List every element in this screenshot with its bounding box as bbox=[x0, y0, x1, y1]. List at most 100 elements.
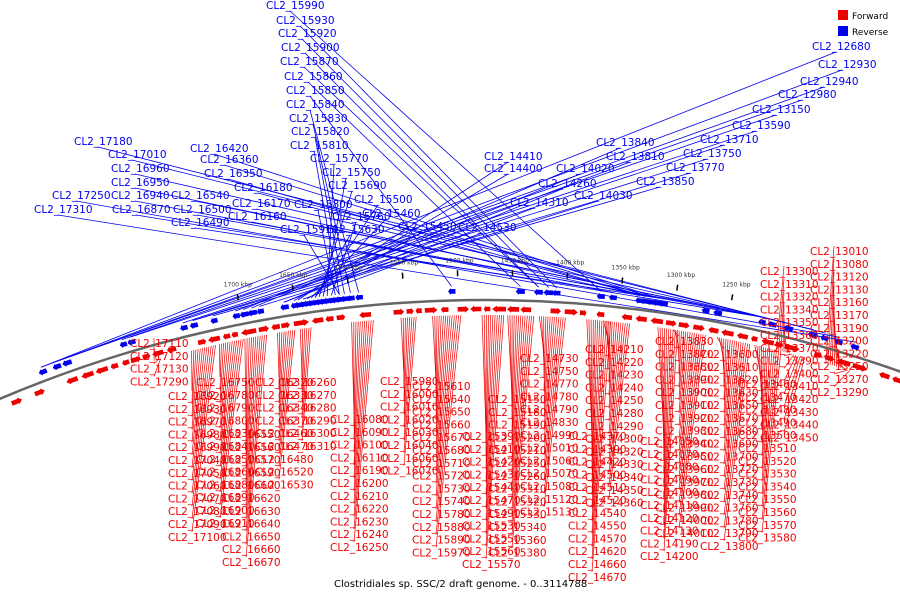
forward-gene-label: CL2_13290 bbox=[810, 387, 869, 399]
forward-gene bbox=[416, 307, 422, 314]
forward-gene bbox=[208, 336, 220, 343]
forward-gene-label: CL2_15490 bbox=[462, 508, 521, 520]
forward-gene-label: CL2_17130 bbox=[130, 364, 189, 376]
forward-gene-label: CL2_16060 bbox=[380, 453, 439, 465]
forward-gene bbox=[492, 306, 506, 313]
reverse-gene-label: CL2_17250 bbox=[52, 190, 111, 202]
forward-gene-label: CL2_15550 bbox=[462, 533, 521, 545]
reverse-gene-label: CL2_15760 bbox=[332, 211, 391, 223]
forward-gene-label: CL2_14100 bbox=[640, 487, 699, 499]
reverse-gene-label: CL2_16180 bbox=[234, 182, 293, 194]
reverse-gene-label: CL2_16490 bbox=[171, 217, 230, 229]
forward-gene bbox=[737, 332, 748, 339]
legend-forward-swatch bbox=[838, 10, 848, 20]
forward-gene bbox=[82, 371, 95, 379]
forward-gene-label: CL2_16230 bbox=[330, 516, 389, 528]
reverse-gene bbox=[233, 313, 241, 320]
scale-tick-label: 1550 kbp bbox=[390, 260, 418, 267]
forward-gene-label: CL2_17110 bbox=[130, 338, 189, 350]
forward-gene-label: CL2_16340 bbox=[255, 403, 314, 415]
forward-gene bbox=[271, 324, 280, 331]
forward-gene bbox=[708, 327, 719, 334]
reverse-gene-label: CL2_13840 bbox=[596, 137, 655, 149]
forward-gene-label: CL2_15420 bbox=[462, 457, 521, 469]
forward-gene bbox=[425, 307, 438, 314]
reverse-gene bbox=[180, 325, 188, 332]
forward-gene bbox=[325, 316, 333, 323]
forward-gene bbox=[122, 359, 130, 366]
forward-gene bbox=[441, 306, 449, 313]
forward-gene-label: CL2_14730 bbox=[520, 353, 579, 365]
scale-tick bbox=[292, 285, 293, 291]
scale-tick-label: 1450 kbp bbox=[501, 257, 529, 264]
forward-gene bbox=[580, 310, 587, 317]
forward-gene bbox=[66, 376, 78, 384]
forward-gene-label: CL2_14240 bbox=[585, 382, 644, 394]
forward-gene-label: CL2_13010 bbox=[810, 246, 869, 258]
forward-gene-label: CL2_15780 bbox=[412, 509, 471, 521]
forward-gene-label: CL2_16030 bbox=[380, 427, 439, 439]
forward-gene-label: CL2_14770 bbox=[520, 379, 579, 391]
forward-gene-label: CL2_15410 bbox=[462, 444, 521, 456]
forward-gene bbox=[507, 306, 519, 313]
forward-gene-label: CL2_16750 bbox=[196, 377, 255, 389]
forward-gene bbox=[111, 363, 119, 370]
forward-gene-label: CL2_14070 bbox=[640, 449, 699, 461]
forward-gene-label: CL2_16070 bbox=[380, 466, 439, 478]
reverse-gene-label: CL2_15840 bbox=[286, 99, 345, 111]
forward-gene-label: CL2_14750 bbox=[520, 366, 579, 378]
forward-gene-label: CL2_16210 bbox=[330, 491, 389, 503]
reverse-gene-label: CL2_14410 bbox=[484, 151, 543, 163]
forward-gene-label: CL2_16090 bbox=[330, 427, 389, 439]
forward-gene-label: CL2_16970 bbox=[168, 417, 227, 429]
reverse-gene-label: CL2_16870 bbox=[112, 204, 171, 216]
scale-tick-label: 1700 kbp bbox=[224, 282, 252, 289]
forward-gene bbox=[693, 325, 705, 332]
forward-gene-label: CL2_13340 bbox=[760, 304, 819, 316]
forward-gene-label: CL2_15970 bbox=[412, 547, 471, 559]
forward-gene-label: CL2_16330 bbox=[255, 390, 314, 402]
forward-gene-label: CL2_16920 bbox=[168, 391, 227, 403]
forward-gene bbox=[96, 366, 109, 374]
reverse-gene-label: CL2_15810 bbox=[290, 140, 349, 152]
forward-gene-label: CL2_16650 bbox=[222, 531, 281, 543]
scale-tick-label: 1350 kbp bbox=[612, 265, 640, 272]
reverse-gene-label: CL2_13710 bbox=[700, 134, 759, 146]
scale-tick bbox=[237, 294, 238, 300]
forward-gene-label: CL2_14230 bbox=[585, 370, 644, 382]
scale-tick-label: 1250 kbp bbox=[722, 282, 750, 289]
forward-gene bbox=[470, 306, 481, 313]
forward-gene bbox=[198, 338, 207, 345]
reverse-gene bbox=[257, 308, 264, 315]
reverse-gene-label: CL2_12980 bbox=[778, 89, 837, 101]
forward-gene-label: CL2_17290 bbox=[130, 376, 189, 388]
reverse-gene-label: CL2_14530 bbox=[458, 222, 517, 234]
forward-gene bbox=[651, 317, 664, 324]
reverse-gene bbox=[355, 294, 363, 301]
reverse-gene-label: CL2_16950 bbox=[111, 177, 170, 189]
reverse-gene-label: CL2_15910 bbox=[280, 224, 339, 236]
reverse-gene-label: CL2_16940 bbox=[111, 190, 170, 202]
forward-gene bbox=[678, 322, 689, 329]
forward-gene-label: CL2_17090 bbox=[168, 519, 227, 531]
forward-gene-label: CL2_13900 bbox=[655, 387, 714, 399]
reverse-gene-label: CL2_15900 bbox=[281, 42, 340, 54]
forward-gene-label: CL2_13310 bbox=[760, 279, 819, 291]
forward-gene-label: CL2_15880 bbox=[412, 522, 471, 534]
forward-gene-label: CL2_13170 bbox=[810, 310, 869, 322]
forward-gene-label: CL2_16930 bbox=[168, 404, 227, 416]
forward-gene-label: CL2_15440 bbox=[462, 482, 521, 494]
reverse-gene-label: CL2_15500 bbox=[354, 194, 413, 206]
forward-gene bbox=[34, 389, 45, 397]
reverse-gene bbox=[448, 288, 455, 295]
forward-gene-label: CL2_14080 bbox=[640, 462, 699, 474]
forward-gene-label: CL2_13080 bbox=[810, 259, 869, 271]
forward-gene bbox=[359, 312, 371, 319]
forward-gene bbox=[636, 315, 648, 322]
reverse-gene bbox=[280, 304, 289, 311]
reverse-gene-label: CL2_15450 bbox=[398, 221, 457, 233]
reverse-gene-label: CL2_16160 bbox=[228, 211, 287, 223]
forward-gene-label: CL2_16110 bbox=[330, 452, 389, 464]
forward-gene-label: CL2_14660 bbox=[568, 559, 627, 571]
forward-gene-label: CL2_17050 bbox=[168, 468, 227, 480]
